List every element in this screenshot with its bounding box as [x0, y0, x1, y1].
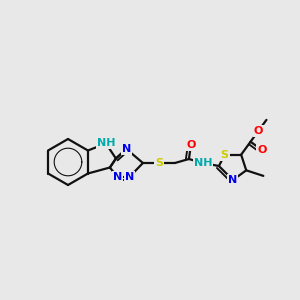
Text: S: S	[221, 150, 229, 160]
Text: O: O	[186, 140, 196, 150]
Text: N: N	[125, 172, 134, 182]
Text: O: O	[257, 145, 267, 155]
Text: NH: NH	[194, 158, 212, 168]
Text: N: N	[228, 175, 238, 185]
Text: S: S	[155, 158, 163, 168]
Text: N: N	[113, 172, 122, 182]
Text: N: N	[122, 144, 131, 154]
Text: O: O	[254, 126, 263, 136]
Text: NH: NH	[97, 139, 115, 148]
